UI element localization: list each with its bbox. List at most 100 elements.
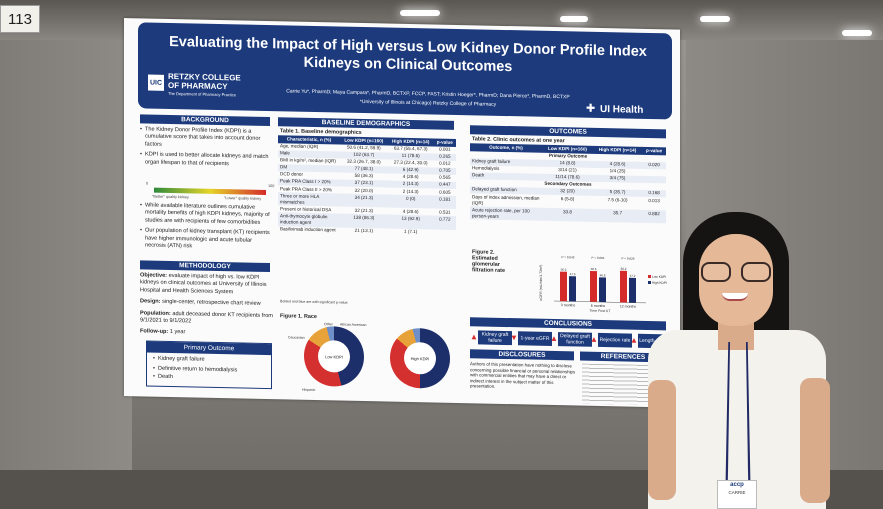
ceiling-light (560, 16, 588, 22)
kdpi-lower-label: "Lower" quality kidney (224, 196, 262, 201)
pie-chart-high-kdpi: High KDPI (390, 327, 450, 389)
author-block: Carrie Yu*, PharmD; Maya Campara*, Pharm… (248, 87, 608, 113)
primary-outcome-box: Primary Outcome Kidney graft failure Def… (146, 340, 272, 390)
ui-health-logo: UI Health (600, 103, 644, 116)
institution-logo: UIC RETZKY COLLEGE OF PHARMACY The Depar… (148, 71, 256, 103)
kdpi-better-label: "Better" quality kidney (152, 194, 189, 200)
conclusions-heading: CONCLUSIONS (470, 317, 666, 331)
baseline-table: Characteristic, n (%) Low KDPI (n=160) H… (278, 135, 456, 236)
egfr-chart-svg: eGFR (mL/min/1.73m²) 56.247.9 P = 0.043 3 m… (539, 255, 667, 313)
chart-legend-label: Low KDPI (652, 275, 666, 279)
outcomes-cell: 0.882 (642, 210, 666, 224)
ceiling-light (400, 10, 440, 16)
egfr-data-label: 58.6 (591, 267, 597, 271)
methodology-text: Objective: evaluate impact of high vs. l… (140, 272, 274, 339)
baseline-cell: 0 (0) (387, 194, 434, 209)
ceiling-light (842, 30, 872, 36)
baseline-cell: 1 (7.1) (404, 228, 418, 235)
background-text: The Kidney Donor Profile Index (KDPI) is… (140, 126, 272, 172)
name-badge: accp CARRIE (717, 480, 757, 509)
pie-legend-item: Caucasian (288, 335, 305, 340)
kdpi-scale-min: 0 (146, 181, 149, 186)
kdpi-scale-bar (154, 187, 266, 195)
presenter-shirt (648, 330, 826, 509)
chart-legend-label: High KDPI (652, 281, 667, 285)
egfr-pvalue-label: P = 0.029 (622, 256, 635, 260)
conclusion-tile: Delayed graft function (558, 332, 592, 347)
egfr-bar-high (629, 277, 636, 303)
outcomes-table: Outcome, n (%) Low KDPI (n=160) High KDP… (470, 143, 666, 224)
baseline-cell: 0.181 (433, 195, 456, 210)
badge-name: CARRIE (728, 490, 746, 495)
booth-number-sign: 113 (0, 5, 40, 33)
pie-legend-item: African American (340, 322, 367, 328)
background-heading: BACKGROUND (140, 114, 270, 127)
institution-name-line2: OF PHARMACY (168, 80, 228, 92)
pie-legend-item: Hispanic (302, 387, 316, 393)
figure2-caption: Figure 2. Estimated glomerular filtratio… (472, 249, 505, 274)
ui-health-logo-icon: ✚ (586, 102, 596, 115)
background-bullet: KDPI is used to better allocate kidneys … (140, 152, 272, 170)
egfr-category-label: 3 months (561, 303, 576, 307)
kdpi-scale-max: 100 (268, 184, 275, 189)
chart-legend-swatch (648, 274, 651, 279)
lanyard (725, 342, 751, 494)
outcomes-cell: Acute rejection rate, per 100 person-yea… (470, 206, 542, 222)
egfr-bar-high (569, 276, 576, 302)
booth-panel-left (0, 40, 132, 509)
egfr-data-label: 47.9 (570, 272, 576, 276)
egfr-bar-low (590, 270, 597, 302)
uic-logo-mark: UIC (148, 74, 164, 91)
objective-label: Objective: (140, 272, 168, 279)
badge-org: accp (730, 482, 744, 488)
egfr-category-label: 12 months (620, 304, 637, 308)
up-arrow-icon: ▲ (630, 335, 638, 345)
conclusion-tile: 1-year eGFR (518, 331, 552, 346)
outcomes-row: Acute rejection rate, per 100 person-yea… (470, 206, 666, 224)
presenter-arm (800, 378, 830, 503)
pie-chart-low-kdpi: Low KDPI (304, 325, 364, 388)
background-bullet: While available literature outlines cumu… (140, 202, 272, 227)
baseline-cell: 21 (13.1) (354, 227, 374, 234)
egfr-data-label: 47.2 (630, 274, 636, 278)
followup-text: 1 year (169, 329, 186, 336)
pie-center-label-high: High KDPI (404, 341, 436, 375)
table1-footnote: Bolded and blue are with significant p-v… (280, 299, 348, 305)
presenter-smile (722, 293, 748, 301)
egfr-data-label: 56.2 (561, 268, 567, 272)
egfr-data-label: 60.2 (621, 267, 627, 271)
primary-outcome-item: Death (153, 374, 265, 383)
presenter-arm (648, 380, 676, 500)
followup-label: Follow-up: (140, 328, 169, 336)
poster-header: Evaluating the Impact of High versus Low… (138, 22, 672, 120)
baseline-cell: 34 (21.3) (340, 193, 388, 208)
baseline-cell: 138 (86.3) (340, 213, 388, 229)
up-arrow-icon: ▲ (550, 333, 558, 344)
egfr-pvalue-label: P = 0.043 (562, 255, 575, 259)
primary-outcome-item: Kidney graft failure (153, 356, 265, 365)
outcomes-cell: 35.7 (592, 209, 643, 224)
design-text: single-center, retrospective chart revie… (162, 299, 261, 308)
egfr-bar-low (620, 270, 627, 303)
disclosures-heading: DISCLOSURES (470, 349, 574, 361)
baseline-cell: Basiliximab induction agent (280, 226, 336, 233)
outcomes-cell: Days of index admission, median (IQR) (472, 193, 540, 206)
figure1-caption: Figure 1. Race (280, 313, 317, 321)
background-text-2: While available literature outlines cumu… (140, 202, 272, 255)
design-label: Design: (140, 298, 161, 305)
chart-y-label: eGFR (mL/min/1.73m²) (539, 265, 543, 301)
glasses-icon (697, 262, 779, 282)
outcomes-cell: 6 (5-8) (560, 195, 575, 201)
baseline-cell: 0.772 (433, 215, 456, 230)
up-arrow-icon: ▲ (470, 332, 478, 342)
egfr-data-label: 46.8 (600, 273, 606, 277)
chart-x-label: Time Post KT (589, 309, 611, 313)
egfr-bar-high (599, 277, 606, 303)
glasses-lens (741, 262, 771, 282)
baseline-cell: Three or more HLA mismatches (278, 192, 340, 207)
pie-center-label-low: Low KDPI (318, 340, 350, 373)
pie-legend-item: Other (324, 322, 333, 327)
population-label: Population: (140, 309, 171, 317)
chart-legend-swatch (648, 280, 651, 285)
